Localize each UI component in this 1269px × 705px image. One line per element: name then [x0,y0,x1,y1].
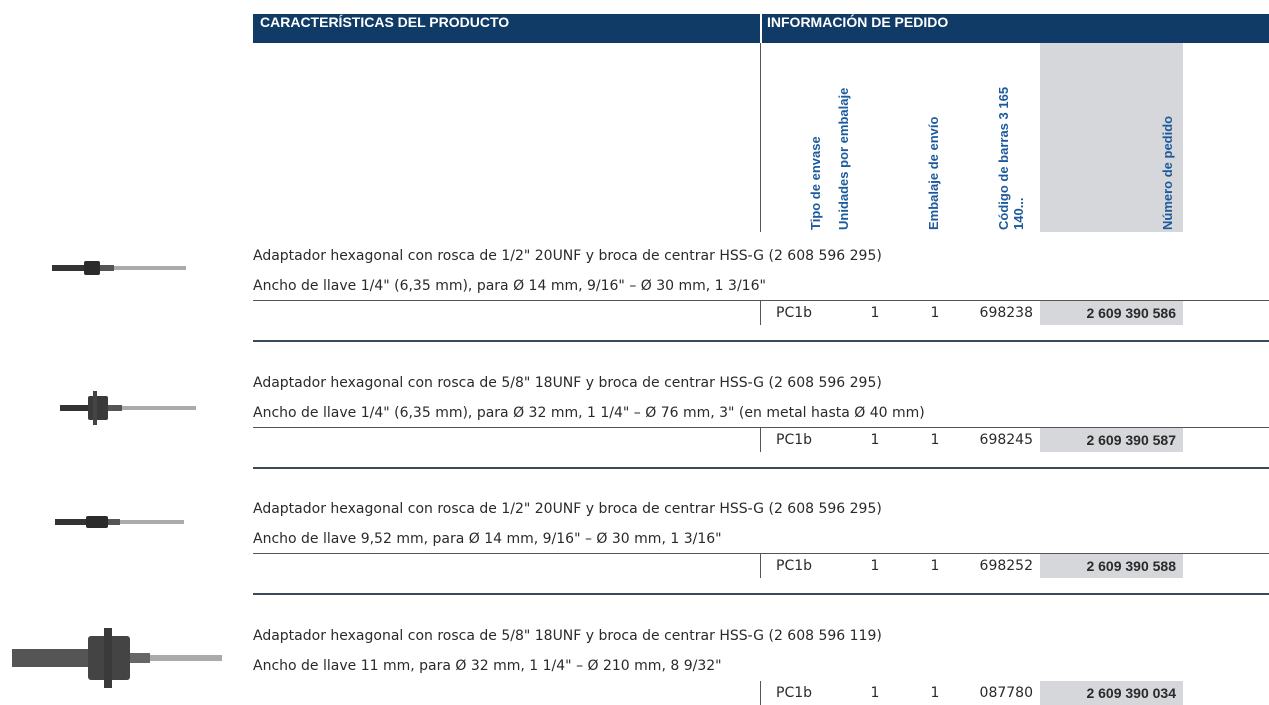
product-image [60,391,196,425]
column-header: Unidades por embalaje [836,87,851,230]
description: Adaptador hexagonal con rosca de 5/8" 18… [253,374,882,391]
header-right: INFORMACIÓN DE PEDIDO [767,14,949,30]
column-header: Tipo de envase [808,136,823,230]
order-number: 2 609 390 034 [1086,684,1176,701]
product-image [12,628,222,688]
description: Adaptador hexagonal con rosca de 1/2" 20… [253,501,882,517]
product-image [52,261,186,275]
table-cell: 698252 [979,558,1033,574]
description: Ancho de llave 1/4" (6,35 mm), para Ø 32… [253,404,925,421]
row-rule [253,300,1269,301]
row-divider [760,554,761,578]
table-cell: PC1b [776,305,813,321]
order-number: 2 609 390 587 [1086,431,1176,448]
table-cell: 698245 [979,431,1033,448]
order-number: 2 609 390 586 [1086,305,1176,321]
table-cell: 087780 [979,684,1033,701]
description: Adaptador hexagonal con rosca de 5/8" 18… [253,627,882,644]
order-cell-shade [1040,554,1183,578]
product-images [12,261,222,688]
header-separator [760,14,762,43]
product-image [55,516,184,528]
description: Ancho de llave 11 mm, para Ø 32 mm, 1 1/… [253,657,722,674]
table-cell: 1 [930,305,940,321]
table-cell: 1 [870,431,880,448]
table-cell: 1 [870,558,880,574]
order-column-shade [1040,43,1183,232]
table-cell: 1 [930,684,940,701]
row-rule [253,553,1269,554]
product-separator [253,593,1269,595]
table-cell: PC1b [776,558,813,574]
table-cell: 1 [930,558,940,574]
table-cell: 1 [930,431,940,448]
table-cell: 1 [870,684,880,701]
column-header: Código de barras 3 165 140... [996,86,1026,230]
column-header: Número de pedido [1160,115,1175,230]
order-cell-shade [1040,427,1183,452]
product-separator [253,466,1269,469]
order-number: 2 609 390 588 [1086,558,1176,574]
product-separator [253,340,1269,342]
row-divider [760,301,761,325]
row-divider [760,427,761,452]
table-cell: 698238 [979,305,1033,321]
column-divider [760,43,761,232]
table-cell: PC1b [776,684,813,701]
table-cell: PC1b [776,431,813,448]
order-cell-shade [1040,301,1183,325]
description: Ancho de llave 9,52 mm, para Ø 14 mm, 9/… [253,531,722,547]
row-rule [253,426,1269,428]
description: Ancho de llave 1/4" (6,35 mm), para Ø 14… [253,278,766,294]
description: Adaptador hexagonal con rosca de 1/2" 20… [253,248,882,264]
header-left: CARACTERÍSTICAS DEL PRODUCTO [260,14,510,30]
order-cell-shade [1040,680,1183,705]
column-header: Embalaje de envío [926,116,941,230]
row-divider [760,680,761,705]
table-cell: 1 [870,305,880,321]
